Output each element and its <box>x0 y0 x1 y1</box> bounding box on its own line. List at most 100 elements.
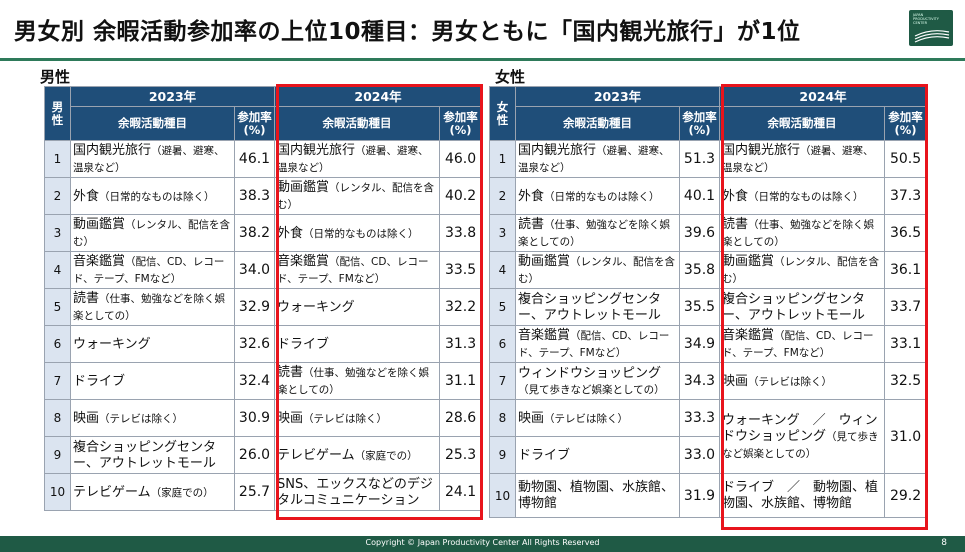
rate-value: 31.3 <box>439 325 483 363</box>
activity-note: （家庭での） <box>354 449 418 462</box>
activity-name: 読書 <box>73 291 100 306</box>
rate-value: 31.1 <box>439 362 483 400</box>
activity-cell: 外食（日常的なものは除く） <box>70 177 235 215</box>
footer: Copyright © Japan Productivity Center Al… <box>0 536 965 552</box>
activity-name: 音楽鑑賞 <box>73 254 126 269</box>
table-row: 6 ウォーキング 32.6 ドライブ 31.3 <box>44 325 483 363</box>
rank-cell: 2 <box>489 177 516 215</box>
activity-note: （テレビは除く） <box>99 412 184 425</box>
activity-name: 動画鑑賞 <box>518 254 571 269</box>
rate-value: 50.5 <box>884 140 928 178</box>
activity-note: （日常的なものは除く） <box>544 190 660 203</box>
logo-text: JAPAN PRODUCTIVITY CENTER <box>913 13 939 25</box>
rank-cell: 7 <box>44 362 71 400</box>
female-ranking-table: 女性 2023年 2024年 余暇活動種目 参加率(%) 余暇活動種目 参加率(… <box>489 86 928 518</box>
activity-cell: テレビゲーム（家庭での） <box>274 436 441 474</box>
rate-value: 31.9 <box>678 473 721 518</box>
table-row: 7 ドライブ 32.4 読書（仕事、勉強などを除く娯楽としての） 31.1 <box>44 362 483 400</box>
activity-name: 複合ショッピングセンター、アウトレットモール <box>518 291 662 323</box>
rate-value: 31.0 <box>884 399 928 474</box>
rank-cell: 6 <box>44 325 71 363</box>
activity-name: 複合ショッピングセンター、アウトレットモール <box>73 439 217 471</box>
copyright-text: Copyright © Japan Productivity Center Al… <box>365 538 600 547</box>
table-row: 3 動画鑑賞（レンタル、配信を含む） 38.2 外食（日常的なものは除く） 33.8 <box>44 214 483 252</box>
activity-cell: 動画鑑賞（レンタル、配信を含む） <box>274 177 441 215</box>
table-row: 7 ウィンドウショッピング （見て歩きなど娯楽としての） 34.3 映画（テレビは除く）… <box>489 362 928 400</box>
activity-name: SNS、エックスなどのデジタルコミュニケーション <box>277 476 433 508</box>
activity-cell: 国内観光旅行（避暑、避寒、温泉など） <box>719 140 886 178</box>
activity-name: 外食 <box>73 188 100 204</box>
activity-name: 映画 <box>518 410 545 426</box>
activity-column-header: 余暇活動種目 <box>719 106 886 141</box>
rank-cell: 9 <box>44 436 71 474</box>
activity-cell: 読書（仕事、勉強などを除く娯楽としての） <box>70 288 235 326</box>
table-row: 10 動物園、植物園、水族館、博物館 31.9 ドライブ ／ 動物園、植物園、水族館、… <box>489 473 928 518</box>
activity-cell: ウォーキング ／ ウィンドウショッピング（見て歩きなど娯楽としての） <box>719 399 886 474</box>
activity-note: （配信、CD、レコード、テープ、FMなど） <box>73 256 225 285</box>
activity-note: （避暑、避寒、温泉など） <box>722 145 874 174</box>
rate-value: 35.8 <box>678 251 721 289</box>
table-corner-label: 女性 <box>489 86 516 141</box>
activity-cell: 音楽鑑賞（配信、CD、レコード、テープ、FMなど） <box>70 251 235 289</box>
rate-value: 34.3 <box>678 362 721 400</box>
activity-note: （レンタル、配信を含む） <box>277 182 435 211</box>
male-ranking-table: 男性 2023年 2024年 余暇活動種目 参加率(%) 余暇活動種目 参加率(… <box>44 86 483 511</box>
rate-value: 38.3 <box>233 177 276 215</box>
activity-note: （テレビは除く） <box>544 412 629 425</box>
activity-name: 読書 <box>277 365 304 380</box>
table-row: 1 国内観光旅行（避暑、避寒、温泉など） 46.1 国内観光旅行（避暑、避寒、温泉など… <box>44 140 483 178</box>
table-corner-label: 男性 <box>44 86 71 141</box>
year-header-2024: 2024年 <box>274 86 483 107</box>
rate-value: 40.1 <box>678 177 721 215</box>
organization-logo: JAPAN PRODUCTIVITY CENTER <box>909 10 953 46</box>
rank-cell: 7 <box>489 362 516 400</box>
rate-value: 34.9 <box>678 325 721 363</box>
table-row: 8 映画（テレビは除く） 33.3 ウォーキング ／ ウィンドウショッピング（見て歩き… <box>489 399 928 474</box>
rate-value: 40.2 <box>439 177 483 215</box>
rate-value: 32.5 <box>884 362 928 400</box>
table-row: 9 ドライブ 33.0 <box>489 436 927 474</box>
page-number: 8 <box>941 538 947 548</box>
activity-name: 国内観光旅行 <box>277 143 356 158</box>
activity-cell: SNS、エックスなどのデジタルコミュニケーション <box>274 473 441 511</box>
rank-cell: 6 <box>489 325 516 363</box>
activity-cell: ウォーキング <box>274 288 441 326</box>
title-divider <box>0 58 965 61</box>
activity-note: （日常的なものは除く） <box>303 227 419 240</box>
rank-cell: 4 <box>489 251 516 289</box>
rank-cell: 4 <box>44 251 71 289</box>
table-row: 2 外食（日常的なものは除く） 40.1 外食（日常的なものは除く） 37.3 <box>489 177 928 215</box>
rate-value: 24.1 <box>439 473 483 511</box>
rank-cell: 9 <box>489 436 516 474</box>
activity-cell: 動画鑑賞（レンタル、配信を含む） <box>515 251 680 289</box>
rate-value: 39.6 <box>678 214 721 252</box>
activity-name: 動画鑑賞 <box>277 180 330 195</box>
activity-cell: テレビゲーム（家庭での） <box>70 473 235 511</box>
rate-value: 30.9 <box>233 399 276 437</box>
activity-note: （避暑、避寒、温泉など） <box>277 145 429 174</box>
rate-value: 28.6 <box>439 399 483 437</box>
activity-note: （配信、CD、レコード、テープ、FMなど） <box>722 330 874 359</box>
activity-column-header: 余暇活動種目 <box>274 106 441 141</box>
page-title: 男女別 余暇活動参加率の上位10種目：男女ともに「国内観光旅行」が1位 <box>14 19 801 45</box>
activity-name: ウォーキング ／ ウィンドウショッピング <box>722 412 878 444</box>
activity-cell: 外食（日常的なものは除く） <box>274 214 441 252</box>
activity-note: （テレビは除く） <box>748 375 833 388</box>
year-header-2024: 2024年 <box>719 86 928 107</box>
rate-value: 32.9 <box>233 288 276 326</box>
rate-value: 29.2 <box>884 473 928 518</box>
table-row: 8 映画（テレビは除く） 30.9 映画（テレビは除く） 28.6 <box>44 399 483 437</box>
rate-value: 33.5 <box>439 251 483 289</box>
rate-value: 46.1 <box>233 140 276 178</box>
activity-name: 外食 <box>722 188 749 204</box>
activity-name: 国内観光旅行 <box>518 143 597 158</box>
male-section-label: 男性 <box>40 68 71 86</box>
rank-cell: 3 <box>44 214 71 252</box>
rate-value: 26.0 <box>233 436 276 474</box>
rank-cell: 10 <box>489 473 516 518</box>
activity-cell: 国内観光旅行（避暑、避寒、温泉など） <box>515 140 680 178</box>
table-row: 4 音楽鑑賞（配信、CD、レコード、テープ、FMなど） 34.0 音楽鑑賞（配信、CD… <box>44 251 483 289</box>
activity-name: 読書 <box>518 217 545 232</box>
activity-name: 国内観光旅行 <box>73 143 152 158</box>
rate-value: 33.1 <box>884 325 928 363</box>
